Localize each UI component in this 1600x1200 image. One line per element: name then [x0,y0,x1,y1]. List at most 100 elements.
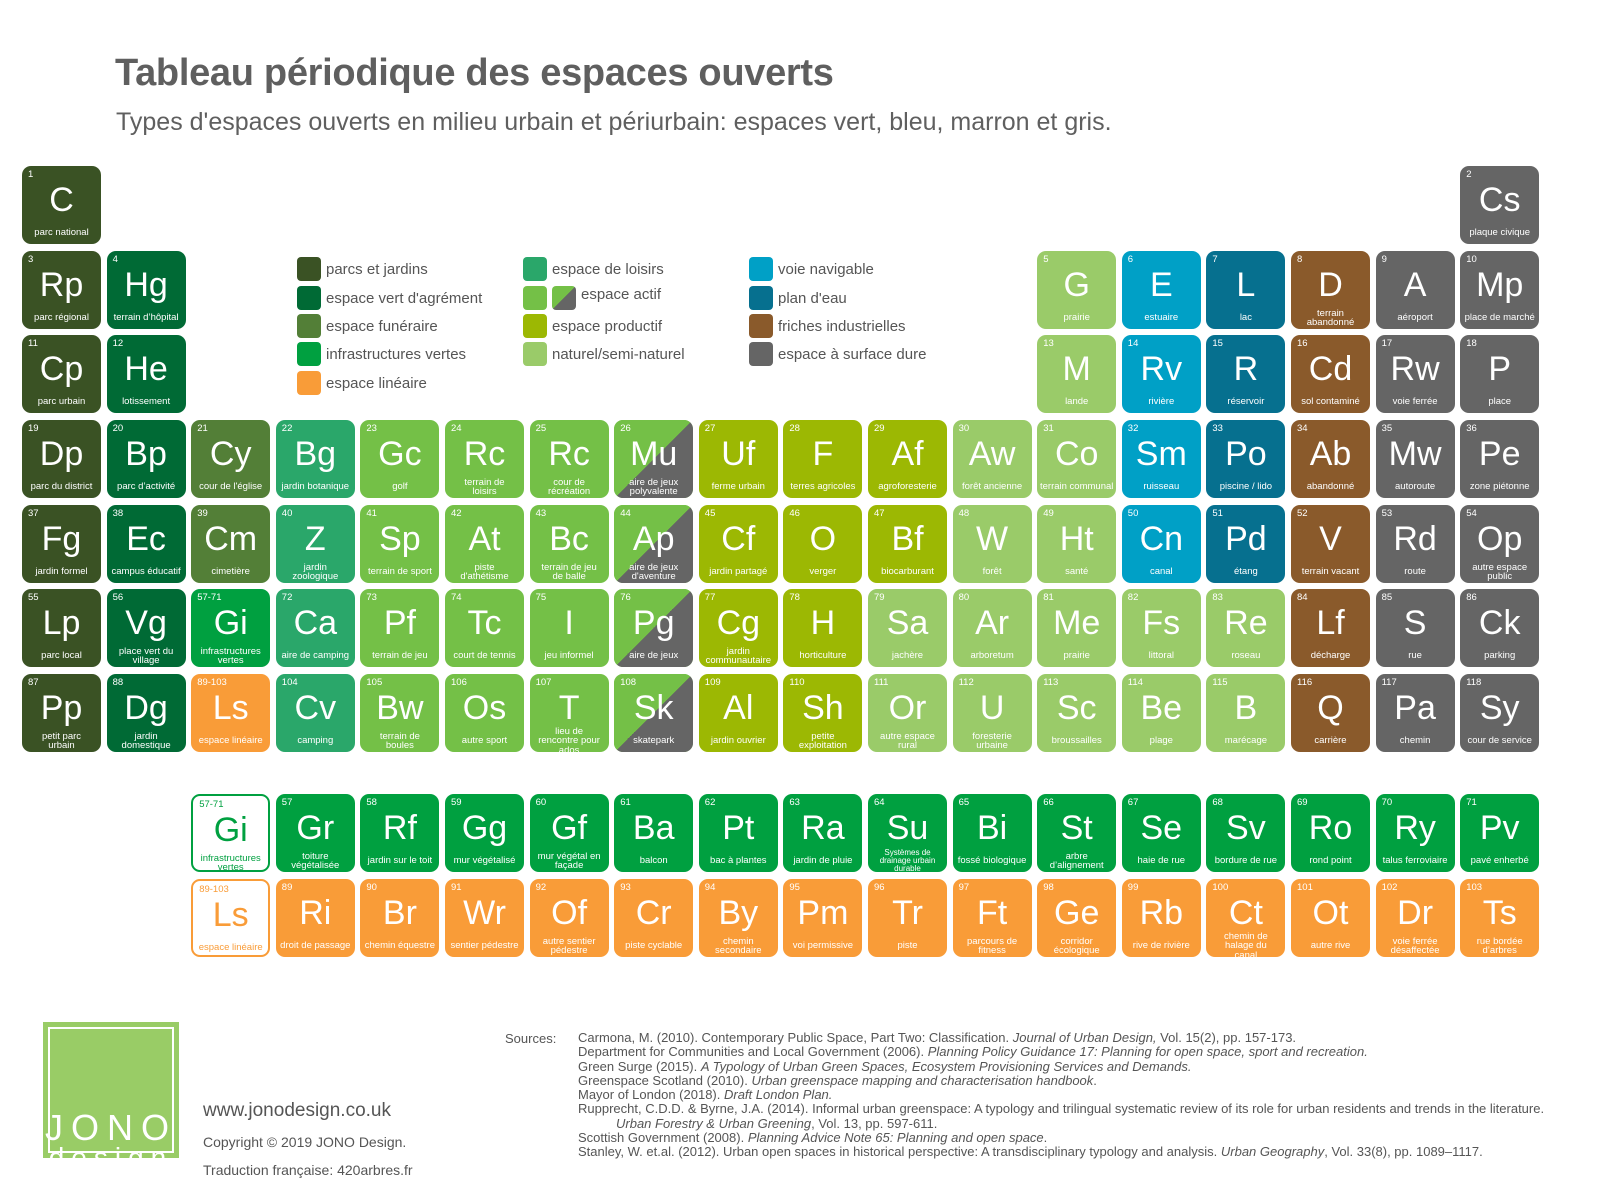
element-cell[interactable]: 35 Mw autoroute [1375,420,1455,498]
element-cell[interactable]: 57 Gr toiture végétalisée [275,794,355,872]
element-cell[interactable]: 66 St arbre d’alignement [1037,794,1117,872]
element-cell[interactable]: 89 Ri droit de passage [275,879,355,957]
element-cell[interactable]: 61 Ba balcon [614,794,694,872]
element-cell[interactable]: 70 Ry talus ferroviaire [1375,794,1455,872]
element-cell[interactable]: 31 Co terrain communal [1037,420,1117,498]
element-cell[interactable]: 105 Bw terrain de boules [360,674,440,752]
element-cell[interactable]: 50 Cn canal [1121,505,1201,583]
element-cell[interactable]: 20 Bp parc d’activité [106,420,186,498]
element-cell[interactable]: 49 Ht santé [1037,505,1117,583]
element-cell[interactable]: 30 Aw forêt ancienne [952,420,1032,498]
element-cell[interactable]: 80 Ar arboretum [952,589,1032,667]
element-cell[interactable]: 90 Br chemin équestre [360,879,440,957]
element-cell[interactable]: 33 Po piscine / lido [1206,420,1286,498]
element-cell[interactable]: 36 Pe zone piétonne [1460,420,1540,498]
element-cell[interactable]: 64 Su Systèmes de drainage urbain durable [868,794,947,872]
element-cell[interactable]: 118 Sy cour de service [1460,674,1540,752]
element-cell[interactable]: 67 Se haie de rue [1121,794,1201,872]
element-cell[interactable]: 82 Fs littoral [1121,589,1201,667]
element-cell[interactable]: 44 Ap aire de jeux d'aventure [614,505,694,583]
element-cell[interactable]: 53 Rd route [1375,505,1455,583]
element-cell[interactable]: 106 Os autre sport [445,674,524,752]
element-cell[interactable]: 24 Rc terrain de loisirs [445,420,524,498]
element-cell[interactable]: 25 Rc cour de récréation [529,420,609,498]
element-cell[interactable]: 58 Rf jardin sur le toit [360,794,440,872]
element-cell[interactable]: 32 Sm ruisseau [1121,420,1201,498]
element-cell[interactable]: 19 Dp parc du district [22,420,101,498]
element-cell[interactable]: 57-71 Gi infrastructures vertes [191,794,271,872]
element-cell[interactable]: 77 Cg jardin communautaire [698,589,778,667]
element-cell[interactable]: 21 Cy cour de l'église [191,420,271,498]
element-cell[interactable]: 71 Pv pavé enherbé [1460,794,1540,872]
element-cell[interactable]: 56 Vg place vert du village [106,589,186,667]
element-cell[interactable]: 11 Cp parc urbain [22,335,101,413]
element-cell[interactable]: 89-103 Ls espace linéaire [191,879,271,957]
element-cell[interactable]: 97 Ft parcours de fitness [952,879,1032,957]
element-cell[interactable]: 3 Rp parc régional [22,251,101,329]
element-cell[interactable]: 76 Pg aire de jeux [614,589,694,667]
element-cell[interactable]: 103 Ts rue bordée d’arbres [1460,879,1540,957]
element-cell[interactable]: 113 Sc broussailles [1037,674,1117,752]
element-cell[interactable]: 26 Mu aire de jeux polyvalente [614,420,694,498]
element-cell[interactable]: 27 Uf ferme urbain [698,420,778,498]
element-cell[interactable]: 14 Rv rivière [1121,335,1201,413]
element-cell[interactable]: 101 Ot autre rive [1291,879,1370,957]
element-cell[interactable]: 43 Bc terrain de jeu de balle [529,505,609,583]
element-cell[interactable]: 110 Sh petite exploitation [783,674,863,752]
element-cell[interactable]: 60 Gf mur végétal en façade [529,794,609,872]
element-cell[interactable]: 51 Pd étang [1206,505,1286,583]
element-cell[interactable]: 89-103 Ls espace linéaire [191,674,271,752]
element-cell[interactable]: 117 Pa chemin [1375,674,1455,752]
element-cell[interactable]: 73 Pf terrain de jeu [360,589,440,667]
element-cell[interactable]: 10 Mp place de marché [1460,251,1540,329]
element-cell[interactable]: 87 Pp petit parc urbain [22,674,101,752]
element-cell[interactable]: 111 Or autre espace rural [868,674,947,752]
element-cell[interactable]: 84 Lf décharge [1291,589,1370,667]
element-cell[interactable]: 100 Ct chemin de halage du canal [1206,879,1286,957]
element-cell[interactable]: 109 Al jardin ouvrier [698,674,778,752]
element-cell[interactable]: 83 Re roseau [1206,589,1286,667]
element-cell[interactable]: 2 Cs plaque civique [1460,166,1540,244]
element-cell[interactable]: 68 Sv bordure de rue [1206,794,1286,872]
element-cell[interactable]: 88 Dg jardin domestique [106,674,186,752]
element-cell[interactable]: 34 Ab abandonné [1291,420,1370,498]
element-cell[interactable]: 39 Cm cimetière [191,505,271,583]
element-cell[interactable]: 23 Gc golf [360,420,440,498]
element-cell[interactable]: 37 Fg jardin formel [22,505,101,583]
element-cell[interactable]: 108 Sk skatepark [614,674,694,752]
element-cell[interactable]: 104 Cv camping [275,674,355,752]
element-cell[interactable]: 81 Me prairie [1037,589,1117,667]
element-cell[interactable]: 42 At piste d'athétisme [445,505,524,583]
element-cell[interactable]: 86 Ck parking [1460,589,1540,667]
element-cell[interactable]: 94 By chemin secondaire [698,879,778,957]
element-cell[interactable]: 55 Lp parc local [22,589,101,667]
element-cell[interactable]: 63 Ra jardin de pluie [783,794,863,872]
element-cell[interactable]: 79 Sa jachère [868,589,947,667]
element-cell[interactable]: 45 Cf jardin partagé [698,505,778,583]
element-cell[interactable]: 99 Rb rive de rivière [1121,879,1201,957]
element-cell[interactable]: 93 Cr piste cyclable [614,879,694,957]
element-cell[interactable]: 54 Op autre espace public [1460,505,1540,583]
element-cell[interactable]: 95 Pm voi permissive [783,879,863,957]
element-cell[interactable]: 69 Ro rond point [1291,794,1370,872]
element-cell[interactable]: 91 Wr sentier pédestre [445,879,524,957]
element-cell[interactable]: 16 Cd sol contaminé [1291,335,1370,413]
